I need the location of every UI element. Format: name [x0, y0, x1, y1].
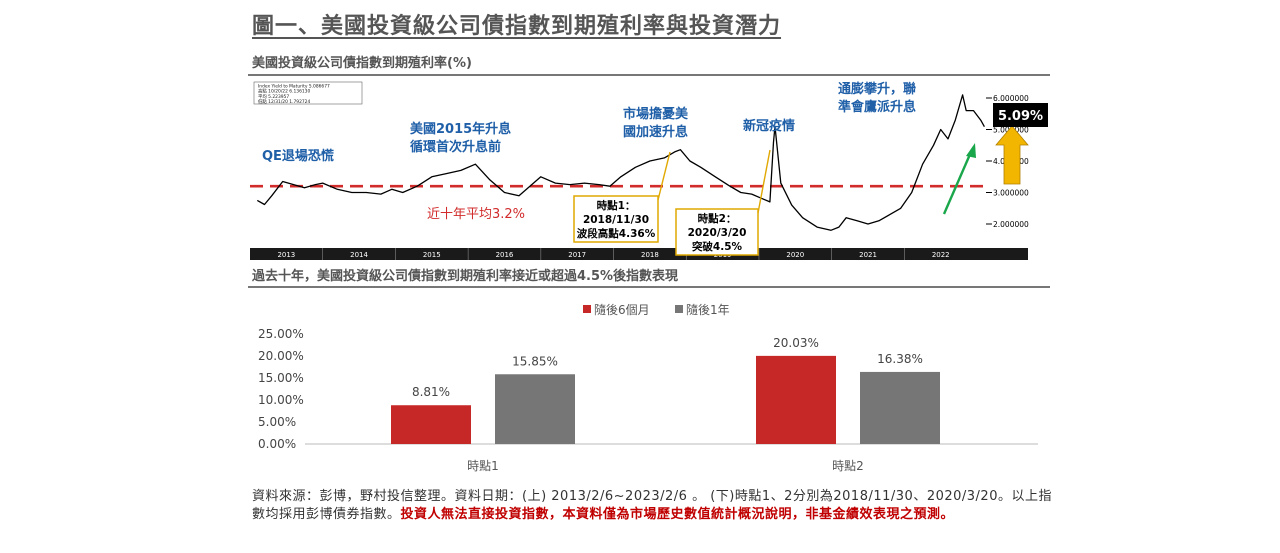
bar-y-tick-label: 5.00% [258, 415, 296, 429]
bar-y-tick-label: 25.00% [258, 327, 304, 341]
footer-source: 資料來源：彭博，野村投信整理。資料日期：(上) 2013/2/6~2023/2/… [252, 489, 1052, 522]
callout-leader [657, 151, 671, 201]
point-callout-text: 時點1： 2018/11/30 波段高點4.36% [577, 199, 656, 240]
y-tick-label: 2.000000 [993, 220, 1029, 229]
point-callout-box [675, 208, 759, 256]
current-value-label: 5.09% [998, 109, 1043, 124]
page-title: 圖一、美國投資級公司債指數到期殖利率與投資潛力 [252, 14, 782, 39]
event-annotation: 美國2015年升息循環首次升息前 [410, 121, 511, 155]
bar [391, 405, 471, 444]
x-tick-label: 2018 [641, 251, 659, 259]
section1-label: 美國投資級公司債指數到期殖利率(%) [252, 56, 472, 71]
legend-entry: Index Yield to Maturity 5.086677 [258, 84, 330, 90]
callout-leader [757, 149, 771, 214]
section1-divider [248, 74, 1050, 76]
bar [860, 371, 940, 444]
x-tick-label: 2020 [786, 251, 804, 259]
bar-y-tick-label: 15.00% [258, 371, 304, 385]
event-annotation: 通膨攀升，聯準會鷹派升息 [838, 81, 916, 115]
event-annotation: QE退場恐慌 [262, 148, 334, 164]
bar-value-label: 15.85% [512, 354, 558, 368]
x-tick-label: 2013 [277, 251, 295, 259]
current-value-box [993, 103, 1048, 127]
legend-entry: 低點 12/31/20 1.792724 [258, 98, 310, 105]
bar-y-tick-label: 10.00% [258, 393, 304, 407]
legend-label: 隨後6個月 [594, 302, 650, 317]
point-callout-box [573, 195, 659, 243]
section2-divider [248, 286, 1050, 288]
bar [495, 374, 575, 444]
legend-swatch [675, 305, 683, 313]
bar-y-tick-label: 0.00% [258, 437, 296, 451]
legend-frame [253, 81, 363, 105]
x-tick-label: 2015 [423, 251, 441, 259]
trend-arrow-line [942, 151, 973, 215]
bar-y-tick-label: 20.00% [258, 349, 304, 363]
legend-entry: 平均 5.223957 [258, 93, 289, 100]
x-tick-label: 2021 [859, 251, 877, 259]
bar [756, 355, 836, 444]
x-tick-label: 2017 [568, 251, 586, 259]
event-annotation: 新冠疫情 [743, 118, 795, 134]
point-callout-text: 時點2： 2020/3/20 突破4.5% [688, 212, 747, 253]
legend-label: 隨後1年 [686, 302, 730, 317]
y-tick-label: 6.000000 [993, 94, 1029, 103]
up-arrow [995, 125, 1029, 185]
average-label: 近十年平均3.2% [427, 207, 525, 222]
bar-value-label: 16.38% [877, 352, 923, 366]
footer-note: 資料來源：彭博，野村投信整理。資料日期：(上) 2013/2/6~2023/2/… [252, 488, 1052, 524]
footer-disclaimer: 投資人無法直接投資指數，本資料僅為市場歷史數值統計概況說明，非基金績效表現之預測… [400, 507, 955, 522]
section2-label: 過去十年，美國投資級公司債指數到期殖利率接近或超過4.5%後指數表現 [252, 269, 679, 284]
yield-series-line [256, 94, 985, 231]
bar-value-label: 8.81% [412, 385, 450, 399]
yield-line-chart: 6.0000005.0000004.0000003.0000002.000000… [250, 80, 1048, 260]
bar-category-label: 時點2 [832, 459, 864, 473]
event-annotation: 市場擔憂美國加速升息 [623, 106, 689, 140]
x-tick-label: 2014 [350, 251, 368, 259]
x-axis-band [250, 248, 1028, 260]
bar-value-label: 20.03% [773, 336, 819, 350]
legend-entry: 高點 10/20/22 6.136130 [258, 88, 310, 95]
x-tick-label: 2016 [496, 251, 514, 259]
bar-category-label: 時點1 [467, 459, 499, 473]
y-tick-label: 3.000000 [993, 189, 1029, 198]
x-tick-label: 2022 [932, 251, 950, 259]
trend-arrow-head [966, 143, 976, 158]
legend-swatch [583, 305, 591, 313]
